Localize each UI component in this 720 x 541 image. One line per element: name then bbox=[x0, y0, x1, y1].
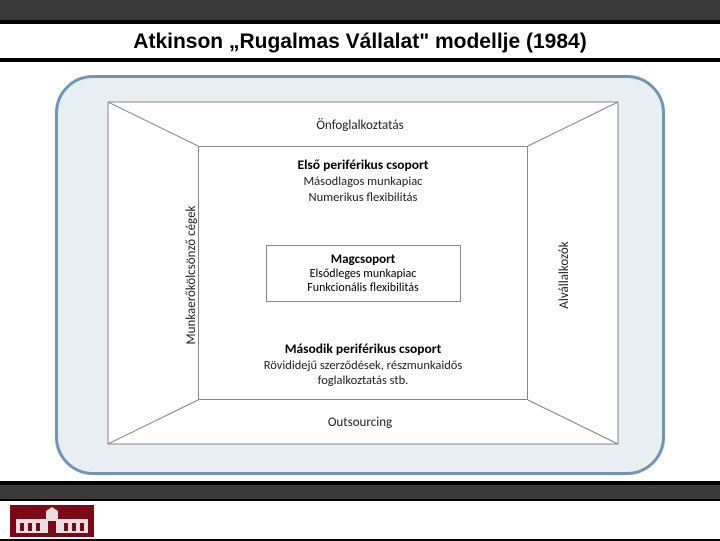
outer-label-top: Önfoglalkoztatás bbox=[58, 118, 662, 133]
university-logo bbox=[10, 505, 94, 537]
second-peripheral-title: Második periférikus csoport bbox=[264, 341, 463, 358]
outer-label-bottom: Outsourcing bbox=[58, 415, 662, 430]
second-peripheral-line1: Rövididejű szerződések, részmunkaidős bbox=[264, 358, 463, 374]
diagram-panel: Önfoglalkoztatás Outsourcing Munkaerőköl… bbox=[55, 75, 665, 475]
page-title: Atkinson „Rugalmas Vállalat" modellje (1… bbox=[0, 30, 720, 54]
inner-face: Első periférikus csoport Másodlagos munk… bbox=[198, 146, 528, 400]
title-row: Atkinson „Rugalmas Vállalat" modellje (1… bbox=[0, 22, 720, 62]
core-line2: Funkcionális flexibilitás bbox=[277, 281, 450, 295]
bottom-bar bbox=[0, 481, 720, 501]
core-group-box: Magcsoport Elsődleges munkapiac Funkcion… bbox=[266, 245, 461, 302]
first-peripheral-line2: Numerikus flexibilitás bbox=[298, 190, 429, 206]
core-title: Magcsoport bbox=[277, 252, 450, 267]
slide-area: Önfoglalkoztatás Outsourcing Munkaerőköl… bbox=[0, 62, 720, 482]
first-peripheral-group: Első periférikus csoport Másodlagos munk… bbox=[298, 157, 429, 205]
first-peripheral-line1: Másodlagos munkapiac bbox=[298, 174, 429, 190]
top-bar bbox=[0, 0, 720, 22]
second-peripheral-group: Második periférikus csoport Rövididejű s… bbox=[264, 341, 463, 389]
second-peripheral-line2: foglalkoztatás stb. bbox=[264, 373, 463, 389]
first-peripheral-title: Első periférikus csoport bbox=[298, 157, 429, 174]
core-line1: Elsődleges munkapiac bbox=[277, 267, 450, 281]
outer-label-right: Alvállalkozók bbox=[557, 241, 572, 308]
outer-label-left: Munkaerőkölcsönző cégek bbox=[184, 206, 199, 345]
